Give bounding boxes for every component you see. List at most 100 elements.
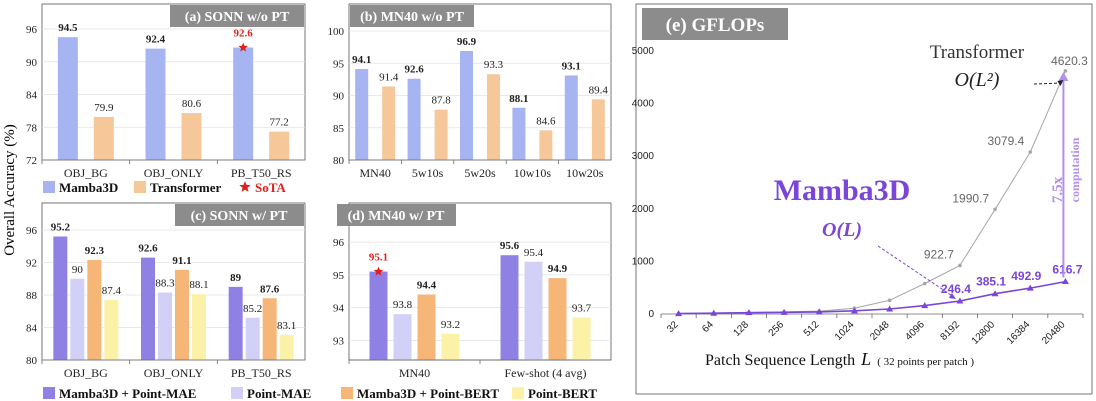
data-label: 87.6 xyxy=(260,283,280,295)
bar xyxy=(87,260,102,360)
x-tick-label: 10w10s xyxy=(514,166,552,180)
x-tick-label: PB_T50_RS xyxy=(231,366,292,380)
data-label: 77.2 xyxy=(270,117,289,129)
data-label: 95.6 xyxy=(500,240,520,252)
x-tick-label: 2048 xyxy=(868,319,892,343)
x-tick-label: OBJ_ONLY xyxy=(144,166,204,180)
mamba-point xyxy=(675,310,683,317)
bar xyxy=(524,261,543,360)
bar xyxy=(355,69,369,160)
transformer-point xyxy=(922,281,927,286)
bar xyxy=(70,278,85,360)
y-tick-label: 5000 xyxy=(632,46,655,57)
x-tick-label: 4096 xyxy=(903,319,927,343)
data-label: 88.3 xyxy=(155,278,175,290)
bar xyxy=(460,50,473,161)
data-label: 93.8 xyxy=(393,299,413,311)
panel-e-x-axis-note: ( 32 points per patch ) xyxy=(877,356,974,368)
legend-label: Mamba3D + Point-MAE xyxy=(59,386,196,401)
data-label: 87.4 xyxy=(102,285,122,297)
data-label: 492.9 xyxy=(1011,269,1041,283)
bar xyxy=(53,236,68,360)
data-label: 93.1 xyxy=(562,61,581,73)
bar xyxy=(548,278,567,360)
bar xyxy=(512,107,526,160)
bar xyxy=(104,299,119,360)
legend-swatch xyxy=(512,387,524,399)
data-label: 91.1 xyxy=(172,255,191,267)
legend-label: Point-MAE xyxy=(247,386,311,401)
mamba-point xyxy=(991,290,999,297)
sota-star-marker xyxy=(373,266,384,276)
mamba-point xyxy=(1026,284,1034,291)
legend-swatch xyxy=(134,181,146,193)
x-tick-label: 256 xyxy=(767,319,787,339)
data-label: 3079.4 xyxy=(988,134,1025,148)
data-label: 94.4 xyxy=(417,280,437,292)
bar xyxy=(382,86,396,160)
legend-label: Point-BERT xyxy=(528,386,597,401)
ratio-annotation: 7.5x xyxy=(1050,176,1066,203)
mamba-point xyxy=(886,305,894,312)
x-tick-label: 5w20s xyxy=(464,166,496,180)
bar xyxy=(441,333,460,360)
x-tick-label: OBJ_BG xyxy=(64,166,108,180)
panel-d-frame xyxy=(348,202,612,361)
panel-b-title-box xyxy=(350,5,474,27)
transformer-point xyxy=(1028,150,1033,154)
panel-e-frame xyxy=(635,3,1093,395)
panel-e-title-box xyxy=(642,8,788,40)
y-tick-label: 100 xyxy=(328,26,345,38)
transformer-pointer-arrow xyxy=(1033,82,1063,85)
y-tick-label: 90 xyxy=(26,57,38,69)
bar xyxy=(228,286,243,360)
data-label: 80.6 xyxy=(182,98,202,110)
mamba-point xyxy=(850,307,858,314)
bar xyxy=(572,317,591,360)
x-tick-label: 20480 xyxy=(1040,319,1068,347)
y-tick-label: 72 xyxy=(26,155,37,167)
mamba-point xyxy=(956,297,964,304)
bar xyxy=(269,131,290,160)
legend-star-marker xyxy=(239,181,251,192)
bar xyxy=(539,130,553,160)
data-label: 85.2 xyxy=(243,303,262,315)
panel-c-title-box xyxy=(175,204,304,226)
mamba-complexity-annotation: O(L) xyxy=(822,219,862,241)
legend-swatch xyxy=(341,387,353,399)
legend-bottom: Mamba3D + Point-MAE Point-MAE Mamba3D + Po… xyxy=(43,386,597,401)
transformer-complexity-annotation: O(L²) xyxy=(955,69,1000,91)
ratio-note-annotation: computation xyxy=(1068,137,1082,202)
panel-e: 0 1000 2000 3000 4000 5000 32 64 128 256 512 1024 20… xyxy=(632,3,1093,395)
data-label: 93.7 xyxy=(572,302,592,314)
data-label: 94.5 xyxy=(58,22,78,34)
x-tick-label: MN40 xyxy=(399,366,430,380)
panel-b-title: (b) MN40 w/o PT xyxy=(360,10,464,25)
y-tick-label: 84 xyxy=(26,323,38,335)
bar xyxy=(192,294,206,360)
bar xyxy=(393,314,412,360)
panel-e-x-axis-label-text: Patch Sequence Length xyxy=(705,352,855,369)
y-tick-label: 80 xyxy=(26,355,38,367)
bar xyxy=(487,74,500,160)
x-tick-label: 5w10s xyxy=(412,166,444,180)
y-tick-label: 96 xyxy=(333,237,345,249)
data-label: 90 xyxy=(72,264,84,276)
legend-label: Transformer xyxy=(150,180,221,195)
panel-d-title-box xyxy=(337,204,456,226)
panel-a-title: (a) SONN w/o PT xyxy=(185,10,290,25)
bar xyxy=(233,47,254,160)
data-label: 246.4 xyxy=(941,282,971,296)
panel-e-x-axis-label: Patch Sequence Length L ( 32 points per pa… xyxy=(705,349,974,369)
mamba-pointer-arrow xyxy=(877,245,955,298)
bar xyxy=(564,75,578,160)
panel-b: 80 85 90 95 100 MN40 94.1 91.4 5w10s 92.6 87.8 5w20… xyxy=(328,3,612,180)
y-tick-label: 85 xyxy=(333,123,345,135)
x-tick-label: 8192 xyxy=(939,319,963,343)
y-tick-label: 96 xyxy=(26,24,38,36)
y-tick-label: 95 xyxy=(333,270,345,282)
x-tick-label: Few-shot (4 avg) xyxy=(505,366,587,380)
transformer-point xyxy=(887,298,892,303)
